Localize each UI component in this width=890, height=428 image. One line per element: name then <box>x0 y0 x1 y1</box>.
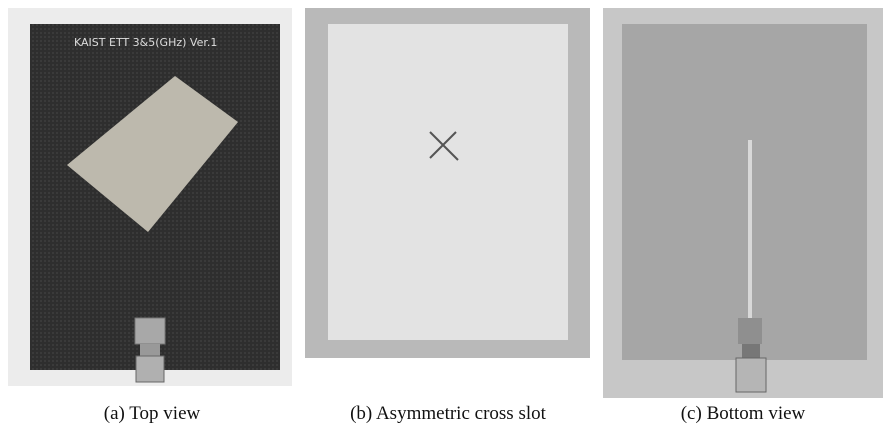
caption: (a) Top view <box>104 403 201 424</box>
figure: KAIST ETT 3&5(GHz) Ver.1 (a) Top view (b… <box>0 0 890 428</box>
photo-top-view: KAIST ETT 3&5(GHz) Ver.1 <box>8 8 292 386</box>
photo-bottom-view <box>603 8 883 398</box>
caption: (b) Asymmetric cross slot <box>350 403 547 424</box>
caption: (c) Bottom view <box>681 403 806 424</box>
board-label: KAIST ETT 3&5(GHz) Ver.1 <box>74 36 217 49</box>
photo-cross-slot <box>305 8 590 358</box>
